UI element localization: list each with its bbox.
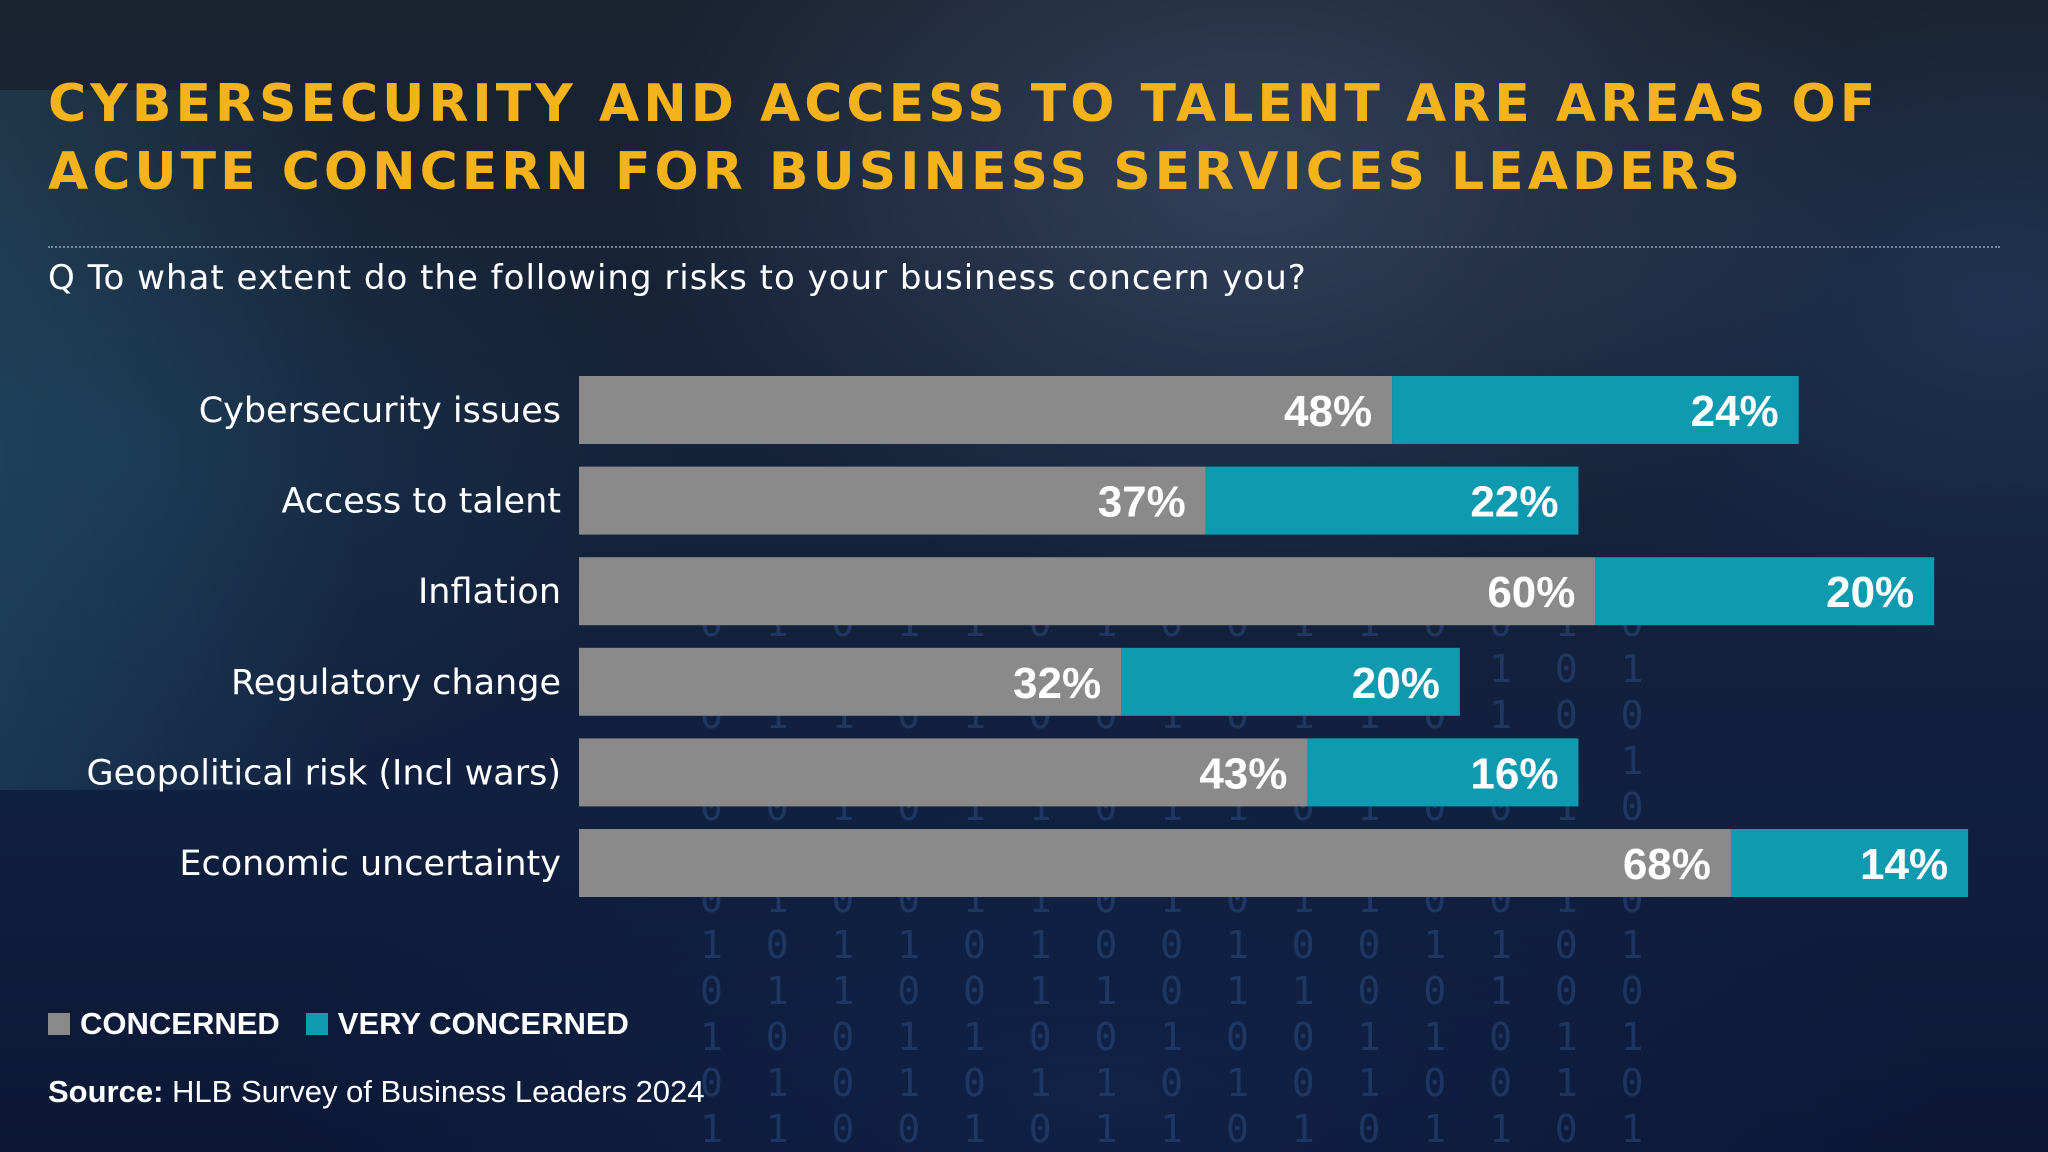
bar-concerned-cybersecurity-issues xyxy=(579,376,1393,444)
data-label-very-concerned-regulatory-change: 20% xyxy=(1352,659,1440,708)
survey-question: Q To what extent do the following risks … xyxy=(48,258,1307,298)
source-text: HLB Survey of Business Leaders 2024 xyxy=(172,1074,705,1109)
bar-very-concerned-economic-uncertainty xyxy=(1730,829,1969,897)
bar-concerned-geopolitical-risk-incl-wars xyxy=(579,738,1308,807)
legend-label-very-concerned: VERY CONCERNED xyxy=(337,1006,629,1041)
data-label-very-concerned-geopolitical-risk-incl-wars: 16% xyxy=(1470,749,1558,798)
data-label-concerned-access-to-talent: 37% xyxy=(1098,478,1186,527)
title-divider xyxy=(48,246,2000,248)
category-label-inflation: Inflation xyxy=(418,572,561,612)
legend-item-very-concerned: VERY CONCERNED xyxy=(305,1006,629,1042)
bar-concerned-regulatory-change xyxy=(579,647,1122,716)
bar-very-concerned-inflation xyxy=(1595,557,1935,626)
data-label-concerned-geopolitical-risk-incl-wars: 43% xyxy=(1199,749,1287,798)
data-label-very-concerned-cybersecurity-issues: 24% xyxy=(1691,387,1779,436)
category-label-regulatory-change: Regulatory change xyxy=(231,663,561,703)
chart-legend: CONCERNED VERY CONCERNED xyxy=(48,1004,655,1044)
bar-very-concerned-regulatory-change xyxy=(1121,647,1460,716)
legend-item-concerned: CONCERNED xyxy=(48,1006,280,1042)
legend-label-concerned: CONCERNED xyxy=(80,1006,280,1041)
chart-title-line-2: ACUTE CONCERN FOR BUSINESS SERVICES LEAD… xyxy=(48,142,1745,202)
category-label-geopolitical-risk-incl-wars: Geopolitical risk (Incl wars) xyxy=(87,753,561,793)
background-monitor xyxy=(0,90,360,790)
bar-concerned-inflation xyxy=(579,557,1596,626)
data-label-very-concerned-economic-uncertainty: 14% xyxy=(1860,840,1948,889)
bar-concerned-access-to-talent xyxy=(579,466,1206,535)
source-label: Source: xyxy=(48,1074,164,1109)
bar-concerned-economic-uncertainty xyxy=(579,829,1731,897)
chart-title-line-1: CYBERSECURITY AND ACCESS TO TALENT ARE A… xyxy=(48,74,1880,134)
legend-swatch-very-concerned xyxy=(305,1013,328,1035)
bar-very-concerned-geopolitical-risk-incl-wars xyxy=(1307,738,1579,807)
chart-title: CYBERSECURITY AND ACCESS TO TALENT ARE A… xyxy=(48,70,1948,206)
data-label-concerned-cybersecurity-issues: 48% xyxy=(1284,387,1372,436)
category-label-access-to-talent: Access to talent xyxy=(281,482,561,522)
category-label-economic-uncertainty: Economic uncertainty xyxy=(179,844,561,884)
data-label-concerned-inflation: 60% xyxy=(1487,568,1575,617)
bar-very-concerned-cybersecurity-issues xyxy=(1392,376,1799,444)
data-label-concerned-economic-uncertainty: 68% xyxy=(1623,840,1711,889)
data-label-very-concerned-inflation: 20% xyxy=(1826,568,1914,617)
legend-swatch-concerned xyxy=(48,1013,70,1035)
data-label-concerned-regulatory-change: 32% xyxy=(1013,659,1101,708)
category-label-cybersecurity-issues: Cybersecurity issues xyxy=(199,391,561,431)
data-label-very-concerned-access-to-talent: 22% xyxy=(1470,478,1558,527)
bar-very-concerned-access-to-talent xyxy=(1205,466,1579,535)
source-note: Source: HLB Survey of Business Leaders 2… xyxy=(48,1074,705,1110)
